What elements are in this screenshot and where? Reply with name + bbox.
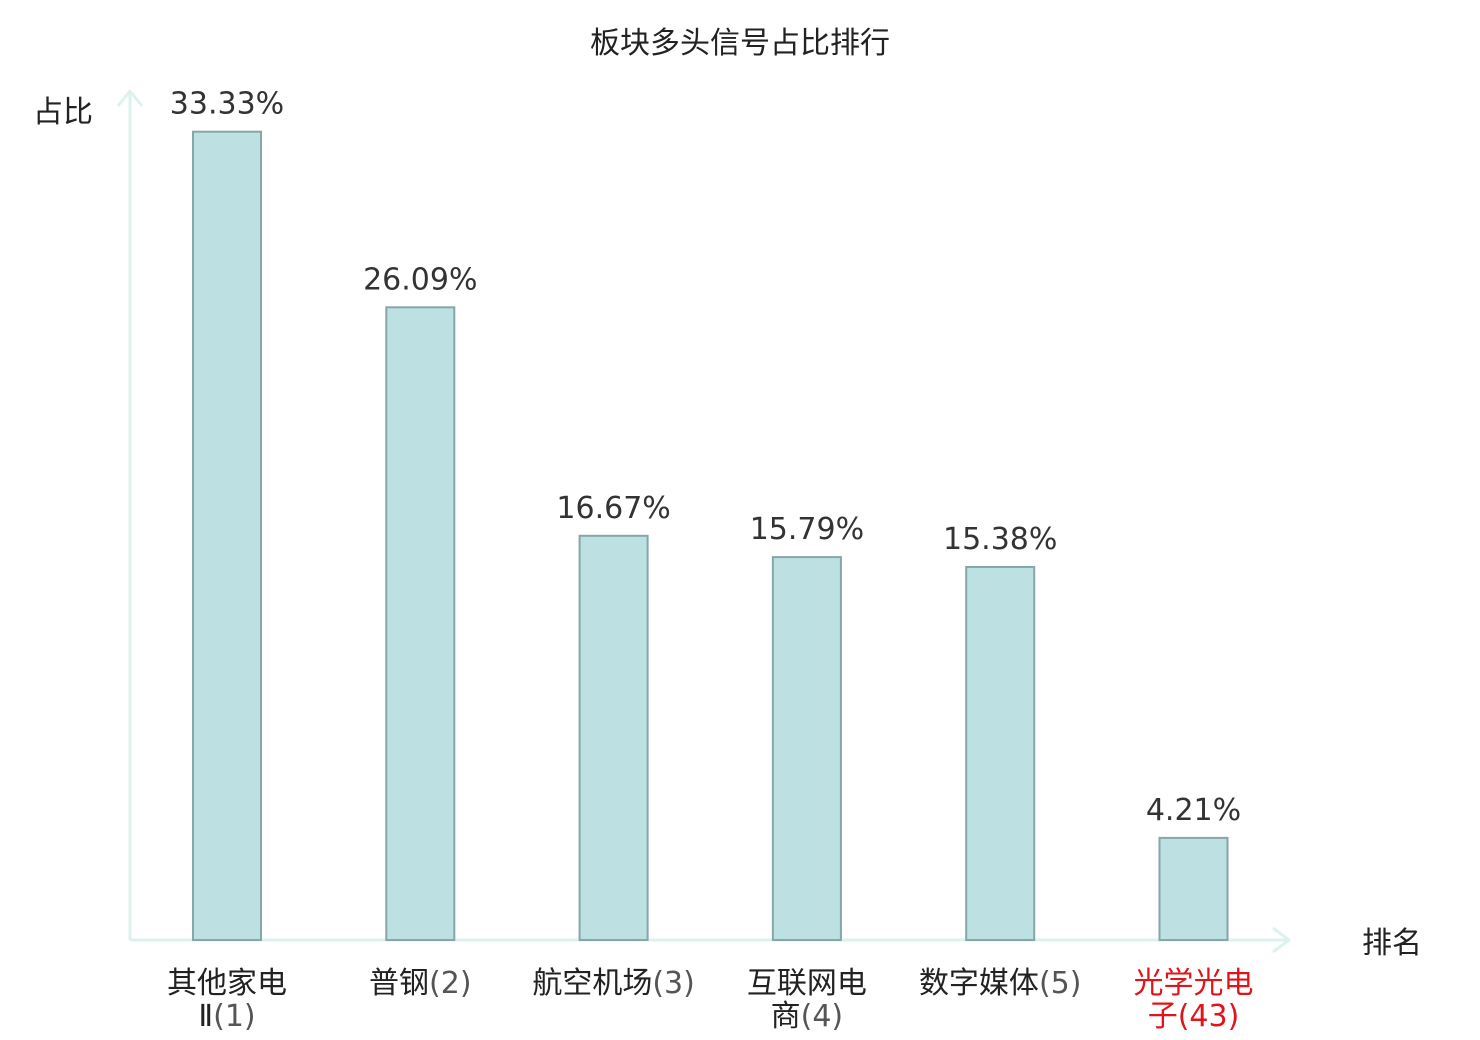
category-rank: (4) [801,999,844,1034]
category-name-line: 商 [771,999,801,1034]
category-name-line: 其他家电 [167,966,287,1001]
value-label-6: 4.21% [1146,793,1241,828]
value-labels-group: 33.33% 26.09% 16.67% 15.79% 15.38% 4.21% [170,87,1241,828]
bar-5 [965,566,1036,941]
bar-2 [385,306,456,941]
category-label-1: 其他家电 Ⅱ(1) [167,966,287,1034]
category-label-6: 光学光电子(43) [1134,966,1254,1034]
chart-title: 板块多头信号占比排行 [590,26,890,61]
category-name-line: 子 [1148,999,1178,1034]
value-label-4: 15.79% [750,512,864,547]
category-name-line: 航空机场 [532,966,652,1001]
category-rank: (2) [429,966,472,1001]
value-label-1: 33.33% [170,87,284,122]
category-name-line: 普钢 [369,966,429,1001]
bar-6 [1158,836,1229,942]
category-name-line: 数字媒体 [919,966,1039,1001]
y-axis-arrow [116,89,144,107]
category-rank: (3) [652,966,695,1001]
value-label-2: 26.09% [363,262,477,297]
bar-4 [771,556,842,941]
x-axis-label: 排名 [1362,926,1422,961]
category-rank: (43) [1178,999,1240,1034]
x-axis-arrow [1272,926,1291,954]
category-name-line: 光学光电 [1134,966,1254,1001]
value-label-3: 16.67% [556,491,670,526]
category-rank: (1) [213,999,256,1034]
category-label-2: 普钢(2) [369,966,472,1001]
category-label-5: 数字媒体(5) [919,966,1081,1001]
bar-3 [578,534,649,941]
axes [116,89,1291,954]
category-rank: (5) [1039,966,1082,1001]
bars-group [192,130,1229,942]
category-label-3: 航空机场(3) [532,966,695,1001]
category-labels-group: 其他家电 Ⅱ(1) 普钢(2) 航空机场(3) 互联网电商(4) 数字媒体(5) 光学光电子… [167,966,1254,1034]
category-name-line: 互联网电 [747,966,867,1001]
category-label-4: 互联网电商(4) [747,966,867,1034]
value-label-5: 15.38% [943,522,1057,557]
category-name-line: Ⅱ [198,999,213,1034]
bar-1 [192,130,262,941]
y-axis-label: 占比 [33,95,93,130]
